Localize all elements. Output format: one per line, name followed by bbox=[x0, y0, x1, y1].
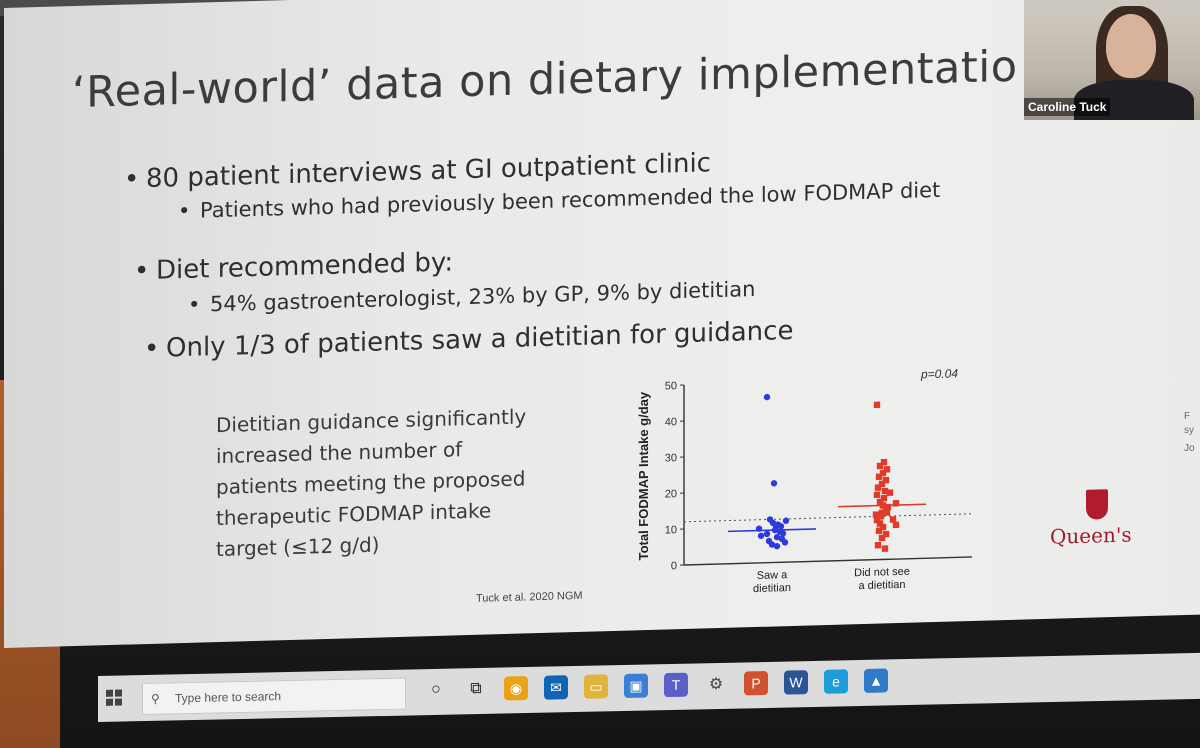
data-point-saw-dietitian bbox=[773, 543, 781, 550]
settings-icon[interactable]: ⚙ bbox=[708, 675, 724, 694]
data-point-no-dietitian bbox=[874, 484, 882, 491]
data-point-no-dietitian bbox=[875, 527, 883, 535]
data-point-saw-dietitian bbox=[763, 393, 771, 401]
y-tick-label: 40 bbox=[665, 416, 677, 428]
y-tick-label: 20 bbox=[665, 488, 677, 500]
median-line bbox=[728, 528, 816, 533]
task-view-icon[interactable]: ⧉ bbox=[470, 679, 482, 698]
y-tick-label: 0 bbox=[671, 560, 677, 572]
participant-name-label: Caroline Tuck bbox=[1024, 98, 1111, 116]
data-point-no-dietitian bbox=[881, 487, 889, 495]
bullet-item: Only 1/3 of patients saw a dietitian for… bbox=[166, 316, 793, 364]
data-point-no-dietitian bbox=[878, 534, 886, 542]
chart-svg: 0 10 20 30 40 50 Total FODMAP Intake g/day p=0.… bbox=[636, 366, 972, 595]
data-point-no-dietitian bbox=[889, 516, 897, 523]
file-explorer-icon[interactable]: ▭ bbox=[584, 674, 608, 699]
data-point-no-dietitian bbox=[886, 489, 894, 496]
data-point-no-dietitian bbox=[881, 545, 889, 552]
data-point-saw-dietitian bbox=[779, 530, 787, 537]
edge-text: F bbox=[1184, 410, 1191, 423]
bullet-item: Diet recommended by: bbox=[156, 247, 453, 285]
outlook-icon[interactable]: ✉ bbox=[544, 675, 568, 700]
edge-text: Jo bbox=[1184, 442, 1195, 455]
chart-annotation-text: Dietitian guidance significantly increas… bbox=[216, 399, 596, 565]
data-point-no-dietitian bbox=[874, 541, 882, 549]
threshold-line bbox=[684, 513, 972, 523]
presentation-slide: ‘Real-world’ data on dietary implementat… bbox=[4, 0, 1200, 648]
photos-icon[interactable]: ▲ bbox=[864, 668, 888, 693]
data-point-no-dietitian bbox=[876, 462, 884, 470]
slide-title: ‘Real-world’ data on dietary implementat… bbox=[72, 41, 1018, 119]
p-value-label: p=0.04 bbox=[920, 366, 958, 381]
participant-face bbox=[1106, 14, 1156, 78]
data-point-no-dietitian bbox=[872, 511, 880, 518]
data-point-saw-dietitian bbox=[763, 530, 771, 538]
x-category-label: dietitian bbox=[753, 582, 791, 595]
citation-text: Tuck et al. 2020 NGM bbox=[476, 589, 583, 605]
crest-icon bbox=[1086, 489, 1108, 520]
search-placeholder: Type here to search bbox=[175, 689, 282, 706]
powerpoint-icon[interactable]: P bbox=[744, 670, 768, 696]
chrome-icon[interactable]: ◉ bbox=[504, 675, 528, 701]
y-tick-label: 50 bbox=[665, 380, 677, 392]
y-tick-label: 10 bbox=[665, 524, 677, 536]
scatter-chart: 0 10 20 30 40 50 Total FODMAP Intake g/day p=0.… bbox=[632, 360, 992, 600]
data-point-saw-dietitian bbox=[782, 517, 790, 524]
data-point-saw-dietitian bbox=[768, 541, 776, 548]
data-point-no-dietitian bbox=[873, 491, 881, 499]
data-point-no-dietitian bbox=[875, 473, 883, 481]
y-tick-label: 30 bbox=[665, 452, 677, 464]
data-point-saw-dietitian bbox=[773, 534, 781, 541]
data-point-no-dietitian bbox=[883, 509, 891, 516]
cortana-icon[interactable]: ○ bbox=[431, 680, 441, 699]
x-axis-line bbox=[684, 556, 972, 566]
word-icon[interactable]: W bbox=[784, 670, 808, 695]
edge-icon[interactable]: e bbox=[824, 669, 848, 694]
participant-video-tile[interactable]: Caroline Tuck bbox=[1024, 0, 1200, 120]
median-line bbox=[838, 503, 926, 508]
sub-bullet-item: 54% gastroenterologist, 23% by GP, 9% by… bbox=[210, 277, 755, 316]
windows-start-icon[interactable] bbox=[106, 689, 122, 706]
store-icon[interactable]: ▣ bbox=[624, 673, 648, 698]
teams-icon[interactable]: T bbox=[664, 672, 688, 698]
taskbar-search-box[interactable]: ⚲ Type here to search bbox=[142, 677, 406, 716]
data-point-saw-dietitian bbox=[781, 539, 789, 546]
x-category-label: Saw a bbox=[757, 569, 788, 582]
data-point-saw-dietitian bbox=[777, 523, 785, 530]
logo-text: Queen's bbox=[1050, 522, 1132, 549]
data-point-saw-dietitian bbox=[770, 480, 778, 487]
data-point-no-dietitian bbox=[892, 521, 900, 529]
x-category-label: a dietitian bbox=[858, 579, 905, 592]
search-icon: ⚲ bbox=[151, 691, 160, 706]
data-point-no-dietitian bbox=[873, 401, 881, 409]
y-axis-label: Total FODMAP Intake g/day bbox=[636, 391, 651, 561]
edge-text: sy bbox=[1184, 424, 1194, 437]
university-logo: Queen's bbox=[1050, 488, 1142, 561]
data-point-saw-dietitian bbox=[757, 532, 765, 540]
x-category-label: Did not see bbox=[854, 566, 910, 580]
